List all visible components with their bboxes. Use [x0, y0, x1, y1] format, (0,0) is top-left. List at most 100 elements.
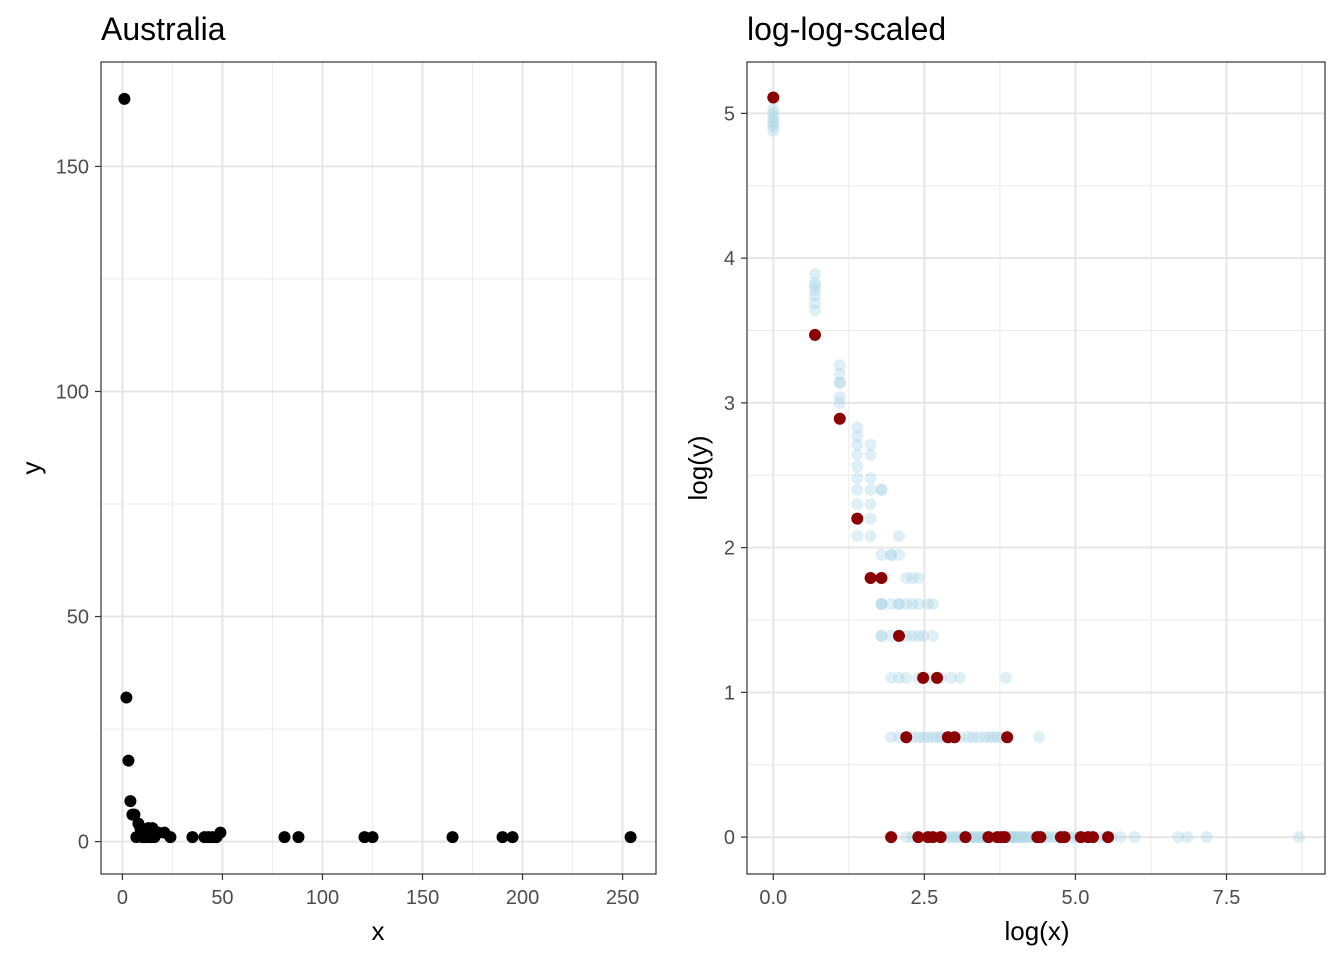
data-point: [767, 107, 780, 120]
data-point: [767, 117, 780, 130]
y-tick-label: 100: [56, 381, 89, 403]
data-point: [1014, 831, 1027, 844]
data-point: [999, 671, 1012, 684]
data-point: [808, 304, 821, 317]
plot-background: [101, 62, 656, 874]
data-point: [864, 483, 877, 496]
data-point: [875, 483, 888, 496]
data-point: [808, 276, 821, 289]
data-point: [1034, 831, 1047, 844]
data-point: [214, 826, 227, 839]
data-point: [1033, 731, 1046, 744]
data-point: [864, 512, 877, 525]
data-point: [864, 530, 877, 543]
y-tick-label: 150: [56, 156, 89, 178]
data-point: [808, 328, 821, 341]
data-point: [900, 671, 913, 684]
data-point: [921, 731, 934, 744]
y-tick-label: 0: [724, 827, 735, 849]
data-point: [833, 359, 846, 372]
data-point: [917, 629, 930, 642]
data-point: [1181, 831, 1194, 844]
data-point: [120, 691, 133, 704]
data-point: [833, 396, 846, 409]
y-axis-label: log(y): [683, 435, 713, 500]
data-point: [961, 731, 974, 744]
data-point: [1001, 731, 1014, 744]
data-point: [1200, 831, 1213, 844]
x-tick-label: 100: [306, 887, 339, 909]
y-axis-label: y: [16, 462, 46, 475]
data-point: [1010, 831, 1023, 844]
data-point: [1102, 831, 1115, 844]
data-point: [1114, 831, 1127, 844]
data-point: [851, 483, 864, 496]
data-point: [851, 472, 864, 485]
data-point: [921, 598, 934, 611]
x-tick-label: 250: [606, 887, 639, 909]
data-point: [875, 598, 888, 611]
data-point: [1086, 831, 1099, 844]
data-point: [885, 548, 898, 561]
data-point: [875, 598, 888, 611]
grid-lines: [747, 62, 1325, 874]
plot-border: [100, 61, 657, 875]
data-point: [851, 430, 864, 443]
data-point: [1058, 831, 1071, 844]
y-tick-label: 3: [724, 393, 735, 415]
data-point: [950, 831, 963, 844]
data-point: [968, 831, 981, 844]
data-point: [851, 498, 864, 511]
data-point: [186, 831, 199, 844]
data-point: [808, 289, 821, 302]
data-point: [944, 671, 957, 684]
data-point: [851, 421, 864, 434]
data-point: [767, 103, 780, 116]
data-point: [978, 731, 991, 744]
data-point: [998, 831, 1011, 844]
data-point: [864, 472, 877, 485]
data-point: [926, 629, 939, 642]
data-points: [118, 92, 637, 844]
x-tick-label: 0.0: [759, 887, 787, 909]
x-tick-label: 2.5: [910, 887, 938, 909]
data-point: [892, 530, 905, 543]
data-point: [885, 548, 898, 561]
data-point: [496, 831, 509, 844]
x-axis-ticks: 0 50 100 150 200 250: [117, 874, 639, 909]
data-point: [118, 92, 131, 105]
data-point: [875, 483, 888, 496]
data-point: [912, 831, 925, 844]
data-point: [1128, 831, 1141, 844]
data-point: [972, 731, 985, 744]
data-point: [122, 754, 135, 767]
data-point: [875, 548, 888, 561]
chart-title: log-log-scaled: [747, 11, 946, 47]
data-point: [833, 412, 846, 425]
data-point: [900, 572, 913, 585]
x-axis-ticks: 0.0 2.5 5.0 7.5: [759, 874, 1240, 909]
data-point: [1021, 831, 1034, 844]
data-point: [1016, 831, 1029, 844]
data-point: [912, 731, 925, 744]
data-point: [912, 629, 925, 642]
data-point: [1045, 831, 1058, 844]
scatter-panel-log-log: log-log-scaled 0.0 2.5 5.0 7.5 0 1 2 3 4 5 log(x…: [683, 11, 1326, 946]
data-point: [906, 598, 919, 611]
data-point: [808, 279, 821, 292]
data-point: [851, 448, 864, 461]
data-point: [366, 831, 379, 844]
data-point: [900, 831, 913, 844]
chart-title: Australia: [101, 11, 226, 47]
data-point: [1007, 831, 1020, 844]
data-point: [948, 831, 961, 844]
data-point: [278, 831, 291, 844]
data-point: [906, 629, 919, 642]
data-point: [124, 795, 137, 808]
data-point: [808, 296, 821, 309]
data-point: [1019, 831, 1032, 844]
y-axis-ticks: 0 1 2 3 4 5: [724, 103, 747, 849]
y-tick-label: 5: [724, 103, 735, 125]
y-tick-label: 50: [67, 607, 89, 629]
data-point: [833, 376, 846, 389]
